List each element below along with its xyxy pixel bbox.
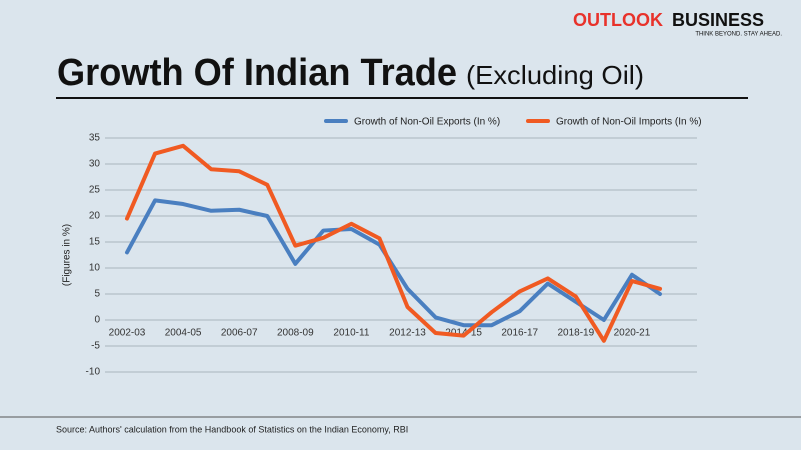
y-tick-label: -5 — [91, 341, 100, 352]
x-tick-label: 2016-17 — [501, 328, 538, 339]
logo-brand: BUSINESS — [672, 10, 764, 30]
series-line — [125, 198, 662, 328]
y-tick-label: 25 — [89, 185, 101, 196]
x-tick-label: 2004-05 — [165, 328, 202, 339]
logo-tagline: THINK BEYOND. STAY AHEAD. — [695, 32, 782, 38]
series-line — [125, 143, 662, 343]
x-tick-label: 2010-11 — [333, 328, 369, 339]
logo-brand: OUTLOOK — [573, 10, 663, 30]
y-axis-label: (Figures in %) — [62, 224, 73, 286]
x-tick-label: 2002-03 — [109, 328, 146, 339]
source: Source: Authors' calculation from the Ha… — [56, 424, 408, 434]
chart-subtitle: (Excluding Oil) — [466, 60, 644, 90]
y-tick-label: 10 — [89, 263, 101, 274]
y-tick-label: 35 — [89, 133, 101, 144]
chart-title: Growth Of Indian Trade — [57, 52, 457, 94]
y-tick-label: 15 — [89, 237, 101, 248]
y-tick-label: 5 — [94, 289, 100, 300]
legend-label: Growth of Non-Oil Exports (In %) — [354, 117, 500, 128]
x-tick-label: 2008-09 — [277, 328, 314, 339]
x-tick-label: 2012-13 — [389, 328, 426, 339]
legend-label: Growth of Non-Oil Imports (In %) — [556, 117, 702, 128]
y-tick-label: -10 — [86, 367, 101, 378]
y-tick-label: 20 — [89, 211, 101, 222]
y-tick-label: 0 — [94, 315, 100, 326]
y-tick-label: 30 — [89, 159, 101, 170]
x-tick-label: 2006-07 — [221, 328, 258, 339]
x-tick-label: 2020-21 — [614, 328, 651, 339]
x-tick-label: 2018-19 — [557, 328, 594, 339]
